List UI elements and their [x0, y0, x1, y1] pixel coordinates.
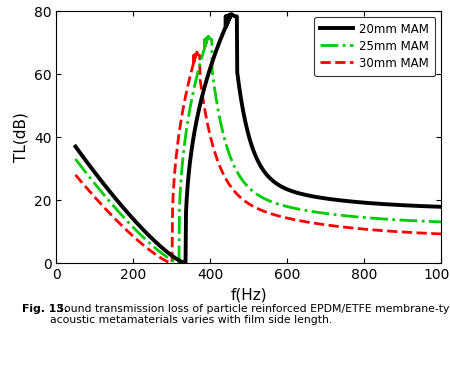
Line: 30mm MAM: 30mm MAM [76, 52, 441, 262]
Legend: 20mm MAM, 25mm MAM, 30mm MAM: 20mm MAM, 25mm MAM, 30mm MAM [315, 17, 435, 76]
25mm MAM [225, 147, 230, 152]
Text: Sound transmission loss of particle reinforced EPDM/ETFE membrane-type
acoustic : Sound transmission loss of particle rein… [50, 304, 450, 325]
30mm MAM [73, 173, 78, 177]
30mm MAM [194, 50, 199, 54]
25mm MAM [161, 252, 166, 256]
30mm MAM [155, 254, 160, 258]
20mm MAM [180, 260, 185, 264]
20mm MAM [248, 141, 254, 146]
Line: 20mm MAM: 20mm MAM [76, 14, 441, 262]
30mm MAM [214, 155, 219, 159]
30mm MAM [189, 67, 195, 71]
20mm MAM [166, 251, 172, 256]
20mm MAM [382, 202, 387, 206]
25mm MAM [438, 220, 444, 224]
25mm MAM [206, 34, 211, 39]
20mm MAM [73, 144, 78, 149]
30mm MAM [438, 232, 444, 236]
30mm MAM [246, 201, 251, 206]
20mm MAM [163, 249, 169, 254]
20mm MAM [229, 12, 234, 17]
Line: 25mm MAM: 25mm MAM [76, 36, 441, 262]
25mm MAM [73, 157, 78, 161]
25mm MAM [200, 52, 206, 56]
30mm MAM [152, 252, 158, 256]
30mm MAM [372, 228, 377, 232]
30mm MAM [166, 260, 171, 264]
X-axis label: f(Hz): f(Hz) [230, 287, 267, 302]
25mm MAM [375, 216, 381, 221]
Text: Fig. 13.: Fig. 13. [22, 304, 68, 314]
Y-axis label: TL(dB): TL(dB) [13, 112, 28, 162]
25mm MAM [255, 193, 261, 197]
25mm MAM [173, 260, 179, 264]
20mm MAM [275, 183, 281, 187]
25mm MAM [158, 250, 163, 255]
20mm MAM [220, 30, 226, 35]
20mm MAM [438, 205, 444, 209]
